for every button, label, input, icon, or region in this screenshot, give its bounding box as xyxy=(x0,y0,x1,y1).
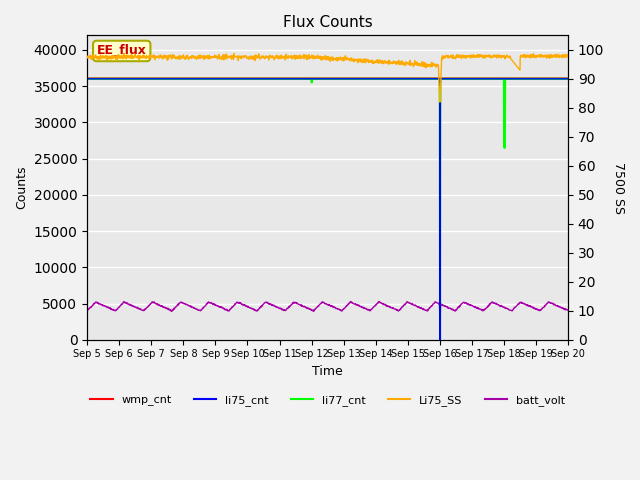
X-axis label: Time: Time xyxy=(312,365,343,378)
Y-axis label: Counts: Counts xyxy=(15,166,28,209)
Title: Flux Counts: Flux Counts xyxy=(283,15,372,30)
Y-axis label: 7500 SS: 7500 SS xyxy=(612,162,625,214)
Legend: wmp_cnt, li75_cnt, li77_cnt, Li75_SS, batt_volt: wmp_cnt, li75_cnt, li77_cnt, Li75_SS, ba… xyxy=(86,391,570,410)
Text: EE_flux: EE_flux xyxy=(97,45,147,58)
